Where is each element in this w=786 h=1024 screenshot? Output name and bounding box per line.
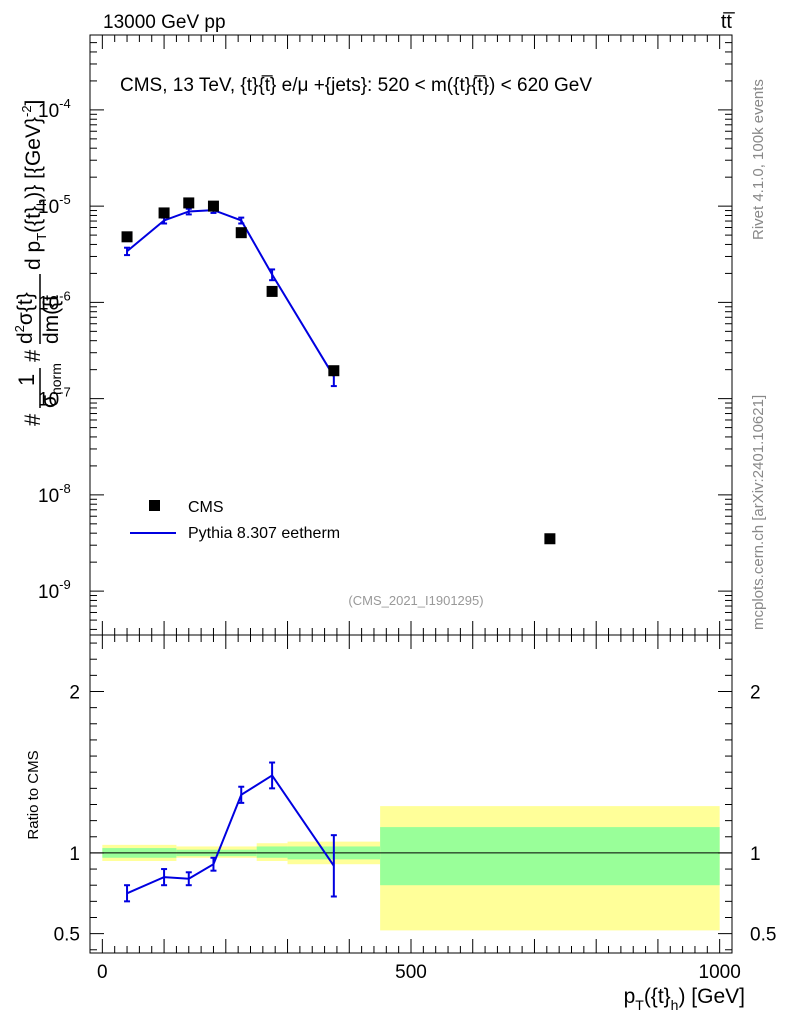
ratio-y-tick-label-right: 1 (750, 844, 761, 865)
ratio-y-tick-label-right: 0.5 (750, 925, 776, 946)
ratio-uncertainty-bands (102, 806, 720, 931)
main-y-axis-label: # 1 σnorm # d2σ{t} dm({t d pT({t}h)} [{G… (12, 100, 64, 426)
data-point (158, 207, 170, 219)
mc-line (126, 209, 335, 377)
data-series (121, 197, 556, 545)
legend-label-cms: CMS (188, 499, 224, 516)
ratio-y-tick-label: 2 (69, 682, 80, 703)
x-tick-label: 1000 (699, 962, 741, 983)
header-process-label: tt̅ (721, 11, 735, 33)
ratio-y-tick-label-right: 2 (750, 682, 761, 703)
svg-text:σnorm: σnorm (38, 363, 64, 408)
ratio-y-tick-label: 1 (69, 844, 80, 865)
main-panel-frame (89, 34, 733, 636)
ratio-line (126, 774, 335, 895)
ratio-y-ticks: 0.5 0.5 1 1 2 2 (54, 642, 776, 951)
mcplots-label: mcplots.cern.ch [arXiv:2401.10621] (750, 395, 767, 630)
y-tick-label: 10-6 (38, 288, 71, 314)
analysis-watermark: (CMS_2021_I1901295) (348, 593, 483, 608)
ratio-band-inner (256, 846, 288, 858)
data-point (266, 285, 278, 297)
data-point (207, 200, 219, 212)
ylabel-frac2-den: dm({t (40, 295, 63, 344)
legend-marker-cms (149, 500, 160, 511)
data-point (235, 227, 247, 239)
y-tick-label: 10-7 (38, 385, 71, 411)
y-tick-label: 10-8 (38, 481, 71, 507)
mc-series (124, 206, 337, 388)
data-point (183, 197, 195, 209)
y-tick-label: 10-5 (38, 192, 71, 218)
x-axis-label: pT({t}h) [GeV] (624, 985, 745, 1013)
x-tick-label: 0 (97, 962, 108, 983)
ratio-x-ticks: 0 500 1000 (97, 635, 741, 983)
ylabel-frac1-num: 1 (14, 374, 39, 386)
data-point (121, 231, 133, 243)
svg-text:d2σ{t}: d2σ{t} (12, 292, 37, 344)
ratio-y-axis-label: Ratio to CMS (25, 750, 42, 839)
y-tick-label: 10-9 (38, 577, 71, 603)
rivet-version-label: Rivet 4.1.0, 100k events (750, 79, 767, 240)
svg-text:d pT({t}h)} [{GeV}-2]: d pT({t}h)} [{GeV}-2] (19, 100, 49, 270)
header-energy-label: 13000 GeV pp (103, 12, 226, 33)
legend-label-pythia: Pythia 8.307 eetherm (188, 525, 340, 542)
legend: CMS Pythia 8.307 eetherm (130, 499, 340, 542)
ratio-band-inner (380, 827, 720, 886)
ratio-y-tick-label: 0.5 (54, 925, 80, 946)
data-point (544, 533, 556, 545)
main-x-ticks (101, 35, 721, 635)
main-plot-title: CMS, 13 TeV, {t}{t̅} e/μ +{jets}: 520 < … (120, 75, 592, 96)
y-tick-label: 10-4 (38, 96, 71, 122)
ratio-mc-series (124, 761, 337, 903)
main-y-ticks: 10-9 10-8 10-7 10-6 10-5 10-4 (38, 42, 732, 630)
data-point (328, 365, 340, 377)
x-tick-label: 500 (395, 962, 427, 983)
ylabel-hash: # (20, 349, 45, 362)
svg-text:#: # (20, 413, 45, 426)
